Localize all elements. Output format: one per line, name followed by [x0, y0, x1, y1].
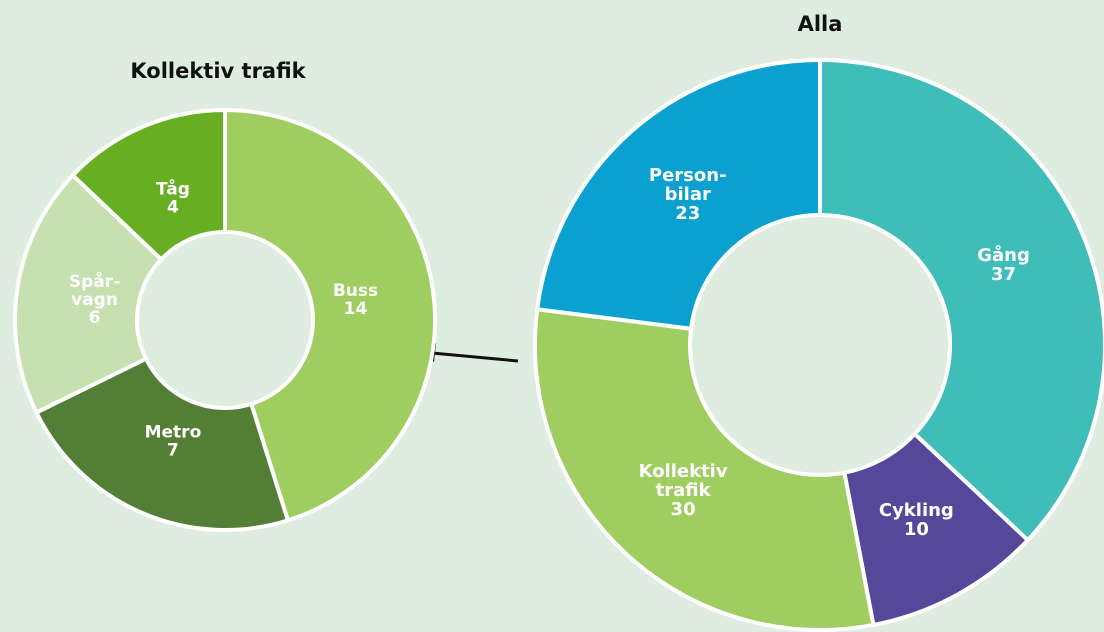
slice-label: Cykling: [879, 500, 954, 521]
donut-slice: [223, 107, 437, 523]
chart-title: Alla: [798, 12, 843, 36]
slice-value: 14: [344, 299, 368, 319]
slice-label: trafik: [656, 480, 712, 501]
slice-value: 23: [675, 203, 700, 224]
slice-label: Metro: [145, 422, 202, 442]
slice-label: Person-: [649, 165, 727, 186]
slice-value: 30: [671, 499, 696, 520]
donut-slice: [533, 307, 876, 632]
chart-title: Kollektiv trafik: [130, 59, 306, 83]
arrow-line: [431, 351, 519, 363]
slice-label: vagn: [71, 290, 118, 310]
slice-value: 37: [991, 264, 1016, 285]
slice-label: Buss: [333, 281, 378, 301]
slice-label: Tåg: [156, 178, 190, 200]
slice-value: 7: [167, 440, 179, 460]
slice-value: 6: [89, 308, 101, 328]
donut-slice: [535, 57, 822, 331]
slice-label: Spår-: [69, 270, 120, 292]
slice-label: Kollektiv: [639, 461, 728, 482]
donut-slice: [33, 356, 291, 532]
donut-slice: [69, 107, 227, 263]
donut-slice: [818, 57, 1104, 543]
slice-value: 10: [904, 519, 929, 540]
donut-slice: [13, 172, 165, 416]
slice-label: bilar: [665, 184, 711, 205]
slice-label: Gång: [977, 244, 1030, 266]
slice-value: 4: [167, 198, 179, 218]
